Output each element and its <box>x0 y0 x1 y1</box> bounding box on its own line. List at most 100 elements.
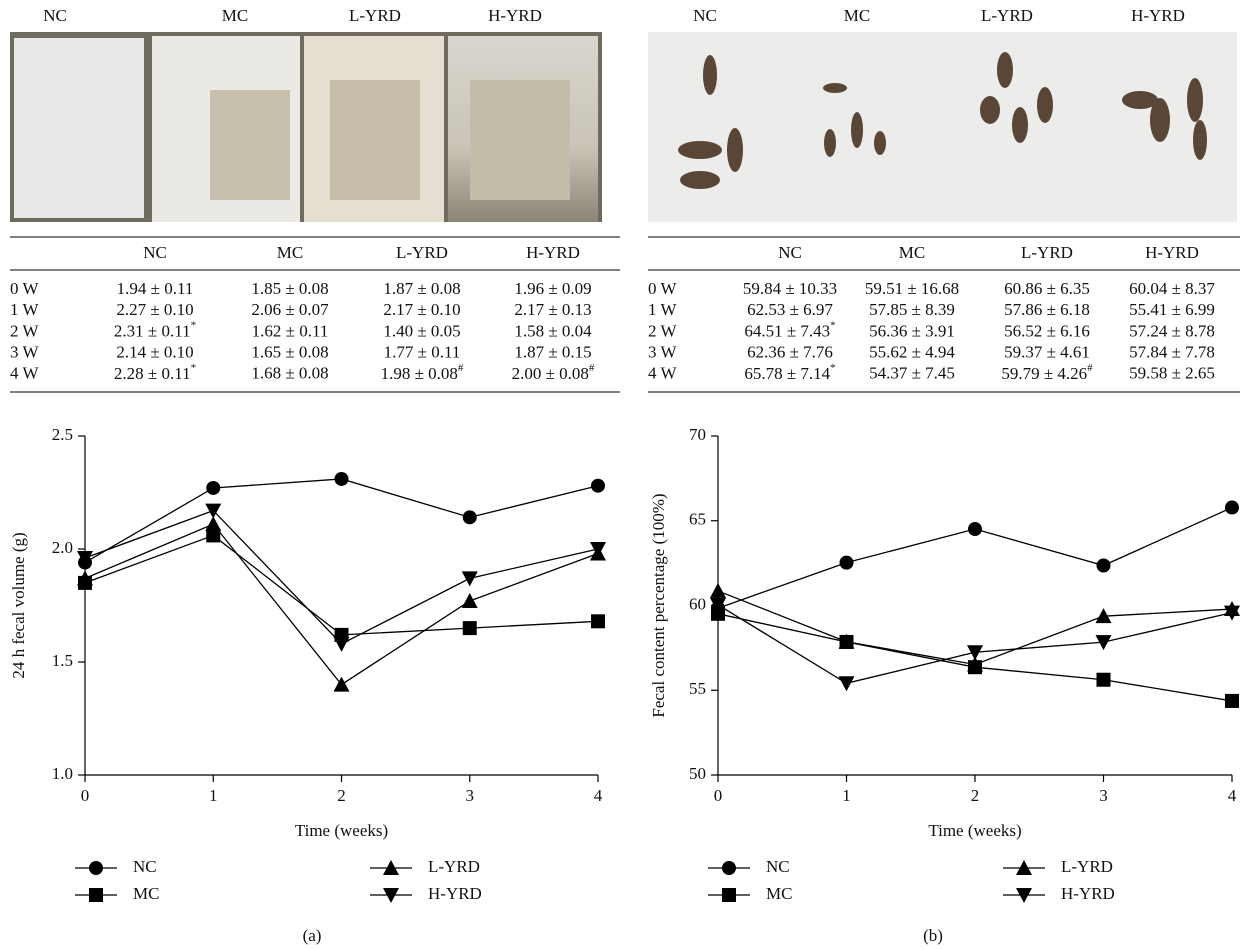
marker <box>333 676 350 692</box>
cell-value: 64.51 ± 7.43 <box>744 321 830 340</box>
photo-label: L-YRD <box>349 6 401 25</box>
x-tick-label: 4 <box>1228 786 1237 805</box>
row-label: 3 W <box>648 343 677 362</box>
table-cell: 59.79 ± 4.26# <box>1001 361 1093 382</box>
y-tick-label: 60 <box>689 594 706 613</box>
x-tick-label: 1 <box>842 786 851 805</box>
table-cell: 62.53 ± 6.97 <box>747 300 833 319</box>
photo-label: MC <box>844 6 870 25</box>
table-cell: 59.58 ± 2.65 <box>1129 364 1215 383</box>
legend-label: H-YRD <box>428 884 482 903</box>
legend-label: L-YRD <box>428 857 480 876</box>
table-cell: 60.04 ± 8.37 <box>1129 279 1215 298</box>
marker <box>1095 608 1112 624</box>
table-cell: 64.51 ± 7.43* <box>744 319 835 340</box>
table-cell: 2.31 ± 0.11* <box>114 319 196 340</box>
cell-superscript: * <box>830 361 836 373</box>
table-cell: 2.17 ± 0.13 <box>514 300 591 319</box>
marker <box>1225 693 1239 708</box>
photo-label: H-YRD <box>488 6 542 25</box>
marker <box>461 571 478 587</box>
table-cell: 55.62 ± 4.94 <box>869 343 955 362</box>
table-header: NC <box>778 243 802 262</box>
marker <box>1224 605 1240 621</box>
series-line <box>84 478 599 564</box>
marker <box>838 633 855 649</box>
marker <box>722 861 736 875</box>
marker <box>206 528 221 543</box>
table-cell: 2.27 ± 0.10 <box>116 300 193 319</box>
marker <box>383 888 399 903</box>
table-cell: 56.52 ± 6.16 <box>1004 321 1090 340</box>
table-cell: 60.86 ± 6.35 <box>1004 279 1090 298</box>
marker <box>710 582 726 598</box>
cell-value: 65.78 ± 7.14 <box>744 364 830 383</box>
marker <box>461 592 478 608</box>
row-label: 2 W <box>10 321 39 340</box>
x-tick-label: 3 <box>1099 786 1108 805</box>
table-cell: 62.36 ± 7.76 <box>747 343 833 362</box>
table-cell: 1.62 ± 0.11 <box>252 321 329 340</box>
table-cell: 1.98 ± 0.08# <box>381 361 464 382</box>
photo-a <box>10 32 602 222</box>
y-tick-label: 1.5 <box>52 651 73 670</box>
y-tick-label: 2.0 <box>52 538 73 557</box>
marker <box>383 860 399 875</box>
marker <box>1016 888 1032 903</box>
marker <box>1095 635 1112 651</box>
marker <box>591 478 605 493</box>
row-label: 0 W <box>10 279 39 298</box>
marker <box>77 551 93 567</box>
legend-label: H-YRD <box>1061 884 1115 903</box>
table-cell: 1.87 ± 0.15 <box>514 343 591 362</box>
table-cell: 2.00 ± 0.08# <box>512 361 595 382</box>
table-cell: 2.28 ± 0.11* <box>114 361 196 382</box>
marker <box>462 621 477 636</box>
marker <box>205 503 222 519</box>
marker <box>333 636 350 652</box>
table-cell: 2.17 ± 0.10 <box>383 300 460 319</box>
legend-label: MC <box>133 884 159 903</box>
x-tick-label: 3 <box>466 786 475 805</box>
photo-b <box>648 32 1237 222</box>
y-tick-label: 2.5 <box>52 425 73 444</box>
cell-value: 1.98 ± 0.08 <box>381 364 458 383</box>
cell-value: 2.31 ± 0.11 <box>114 321 191 340</box>
table-cell: 57.84 ± 7.78 <box>1129 343 1215 362</box>
table-header: MC <box>277 243 303 262</box>
marker <box>89 888 103 902</box>
marker <box>967 656 983 672</box>
legend-label: L-YRD <box>1061 857 1113 876</box>
table-cell: 55.41 ± 6.99 <box>1129 300 1215 319</box>
row-label: 4 W <box>10 364 39 383</box>
marker <box>591 614 605 629</box>
marker <box>590 542 606 557</box>
marker <box>1096 558 1111 573</box>
marker <box>710 597 726 613</box>
cell-superscript: # <box>458 361 464 373</box>
table-cell: 56.36 ± 3.91 <box>869 321 955 340</box>
photo-label: MC <box>222 6 248 25</box>
x-tick-label: 2 <box>971 786 980 805</box>
x-tick-label: 0 <box>81 786 90 805</box>
table-cell: 59.84 ± 10.33 <box>743 279 837 298</box>
series-line <box>84 534 599 636</box>
photo-label: NC <box>43 6 67 25</box>
cell-superscript: # <box>1087 361 1093 373</box>
table-header: L-YRD <box>1021 243 1073 262</box>
cell-value: 2.28 ± 0.11 <box>114 364 191 383</box>
table-header: H-YRD <box>526 243 580 262</box>
panel-label: (b) <box>923 926 943 945</box>
table-cell: 1.65 ± 0.08 <box>251 343 328 362</box>
marker <box>722 888 736 902</box>
marker <box>1016 860 1032 875</box>
x-tick-label: 0 <box>714 786 723 805</box>
row-label: 0 W <box>648 279 677 298</box>
table-cell: 57.24 ± 8.78 <box>1129 321 1215 340</box>
photo-label: H-YRD <box>1131 6 1185 25</box>
panel-label: (a) <box>303 926 322 945</box>
photo-label: NC <box>693 6 717 25</box>
table-cell: 2.06 ± 0.07 <box>251 300 329 319</box>
marker <box>1096 672 1111 687</box>
